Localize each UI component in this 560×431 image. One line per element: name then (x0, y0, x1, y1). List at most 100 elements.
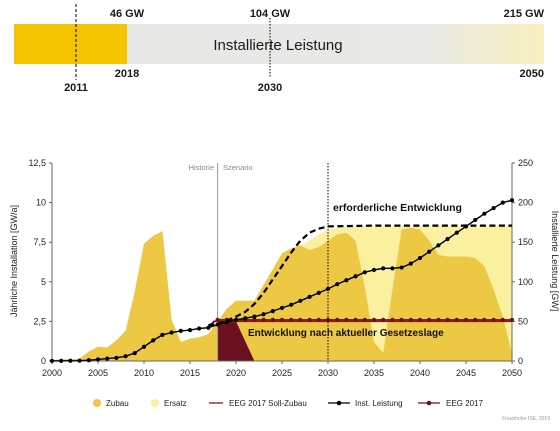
erforderliche-entwicklung-line (208, 224, 512, 327)
inst-leistung-marker (353, 274, 358, 279)
inst-leistung-marker (77, 358, 82, 363)
x-tick-label: 2040 (410, 368, 430, 378)
gesetzeslage-marker (298, 317, 303, 322)
inst-leistung-marker (206, 325, 211, 330)
timeline-top-label: 46 GW (110, 8, 145, 20)
inst-leistung-marker (325, 286, 331, 292)
inst-leistung-marker (445, 236, 450, 242)
gesetzeslage-marker (261, 317, 266, 322)
x-tick-label: 2045 (456, 368, 476, 378)
x-tick-label: 2030 (318, 368, 338, 378)
inst-leistung-marker (436, 243, 441, 248)
y-left-label: Jährliche Installation [GW/a] (9, 205, 19, 317)
gesetzeslage-marker (408, 317, 413, 322)
x-tick-label: 2035 (364, 368, 384, 378)
inst-leistung-marker (233, 317, 239, 322)
legend-label-eeg: EEG 2017 (446, 399, 483, 408)
y-right-label: Installierte Leistung [GW] (550, 211, 560, 312)
gesetzeslage-marker (289, 317, 294, 322)
y-left-tick-label: 10 (36, 198, 46, 208)
legend-swatch-eeg-marker (426, 400, 432, 406)
inst-leistung-marker (105, 356, 110, 361)
gesetzeslage-marker (399, 317, 404, 322)
timeline-bottom-label: 2018 (115, 68, 139, 80)
y-right-tick-label: 200 (518, 198, 533, 208)
inst-leistung-marker (289, 302, 294, 307)
inst-leistung-marker (381, 266, 386, 271)
inst-leistung-marker (141, 344, 147, 349)
gesetzeslage-marker (436, 317, 441, 322)
inst-leistung-marker (399, 265, 404, 270)
region-label-szenario: Szenario (223, 163, 253, 172)
gesetzeslage-marker (362, 317, 367, 322)
inst-leistung-marker (151, 338, 156, 343)
gesetzeslage-marker (500, 317, 505, 322)
zubau-area (52, 227, 512, 361)
inst-leistung-marker (463, 224, 469, 229)
inst-leistung-marker (427, 249, 432, 254)
inst-leistung-marker (454, 230, 459, 235)
legend-swatch-ersatz (151, 399, 159, 407)
inst-leistung-marker (178, 328, 183, 334)
gesetzeslage-marker (353, 317, 358, 322)
inst-leistung-marker (252, 314, 257, 319)
inst-leistung-marker (270, 309, 275, 314)
inst-leistung-marker (316, 290, 321, 295)
legend-label-soll: EEG 2017 Soll-Zubau (229, 399, 307, 408)
chart-lines (49, 198, 515, 364)
y-left-tick-label: 12,5 (28, 158, 46, 168)
inst-leistung-marker (224, 320, 229, 325)
legend-label-ersatz: Ersatz (164, 399, 187, 408)
gesetzeslage-marker (252, 317, 257, 322)
timeline-top-label: 215 GW (504, 8, 545, 20)
y-right-tick-label: 100 (518, 277, 533, 287)
inst-leistung-marker (243, 316, 248, 321)
region-label-historie: Historie (189, 163, 214, 172)
inst-leistung-marker (169, 330, 174, 335)
inst-leistung-marker (307, 294, 312, 299)
y-right-tick-label: 150 (518, 237, 533, 247)
gesetzeslage-marker (509, 317, 515, 322)
timeline: Installierte Leistung 46 GW 104 GW 215 G… (14, 4, 545, 94)
inst-leistung-marker (371, 267, 377, 273)
annotation-gesetzeslage: Entwicklung nach aktueller Gesetzeslage (248, 328, 444, 339)
gesetzeslage-marker (371, 317, 377, 322)
inst-leistung-marker (114, 355, 119, 360)
gesetzeslage-marker (344, 317, 349, 322)
gesetzeslage-marker (427, 317, 432, 322)
timeline-bottom-label: 2050 (520, 68, 544, 80)
inst-leistung-marker (509, 198, 515, 203)
gesetzeslage-marker (454, 317, 459, 322)
inst-leistung-marker (390, 266, 395, 271)
timeline-bar-filled (14, 24, 127, 64)
legend: Zubau Ersatz EEG 2017 Soll-Zubau Inst. L… (93, 399, 483, 408)
x-tick-label: 2010 (134, 368, 154, 378)
x-tick-label: 2020 (226, 368, 246, 378)
y-left-tick-label: 2,5 (33, 316, 46, 326)
inst-leistung-marker (197, 326, 202, 331)
x-tick-label: 2005 (88, 368, 108, 378)
gesetzeslage-marker (473, 317, 478, 322)
gesetzeslage-marker (335, 317, 340, 322)
gesetzeslage-marker (316, 317, 321, 322)
gesetzeslage-marker (325, 317, 331, 322)
y-left-tick-label: 5 (41, 277, 46, 287)
inst-leistung-marker (132, 350, 137, 356)
inst-leistung-marker (160, 332, 165, 337)
gesetzeslage-marker (390, 317, 395, 322)
gesetzeslage-marker (381, 317, 386, 322)
gesetzeslage-marker (417, 317, 423, 322)
inst-leistung-marker (335, 282, 340, 287)
y-right-tick-label: 0 (518, 356, 523, 366)
timeline-bottom-label: 2011 (64, 82, 88, 94)
inst-leistung-marker (187, 328, 193, 333)
x-tick-label: 2000 (42, 368, 62, 378)
inst-leistung-marker (123, 354, 128, 359)
chart-labels: Historie Szenario erforderliche Entwickl… (9, 163, 560, 422)
chart: 2000 2005 2010 2015 2020 2025 2030 2035 2040 2045… (9, 158, 560, 422)
legend-swatch-zubau (93, 399, 101, 407)
inst-leistung-marker (86, 358, 91, 363)
inst-leistung-marker (500, 200, 505, 205)
gesetzeslage-marker (270, 317, 275, 322)
